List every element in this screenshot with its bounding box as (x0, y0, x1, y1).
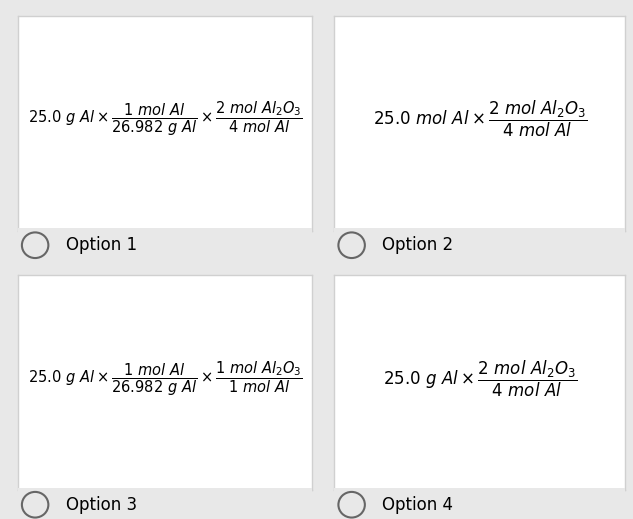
Text: $\mathit{25.0\ g\ Al} \times \dfrac{\mathit{2\ mol\ Al_2O_3}}{\mathit{4\ mol\ Al: $\mathit{25.0\ g\ Al} \times \dfrac{\mat… (383, 358, 577, 399)
Text: $\mathit{25.0\ g\ Al} \times \dfrac{\mathit{1\ mol\ Al}}{\mathit{26.982\ g\ Al}}: $\mathit{25.0\ g\ Al} \times \dfrac{\mat… (27, 359, 303, 398)
Text: Option 1: Option 1 (66, 236, 137, 254)
Text: Option 2: Option 2 (382, 236, 453, 254)
Text: Option 3: Option 3 (66, 496, 137, 514)
Text: $\mathit{25.0\ mol\ Al} \times \dfrac{\mathit{2\ mol\ Al_2O_3}}{\mathit{4\ mol\ : $\mathit{25.0\ mol\ Al} \times \dfrac{\m… (373, 99, 587, 139)
Text: $\mathit{25.0\ g\ Al} \times \dfrac{\mathit{1\ mol\ Al}}{\mathit{26.982\ g\ Al}}: $\mathit{25.0\ g\ Al} \times \dfrac{\mat… (27, 100, 303, 138)
Text: Option 4: Option 4 (382, 496, 453, 514)
